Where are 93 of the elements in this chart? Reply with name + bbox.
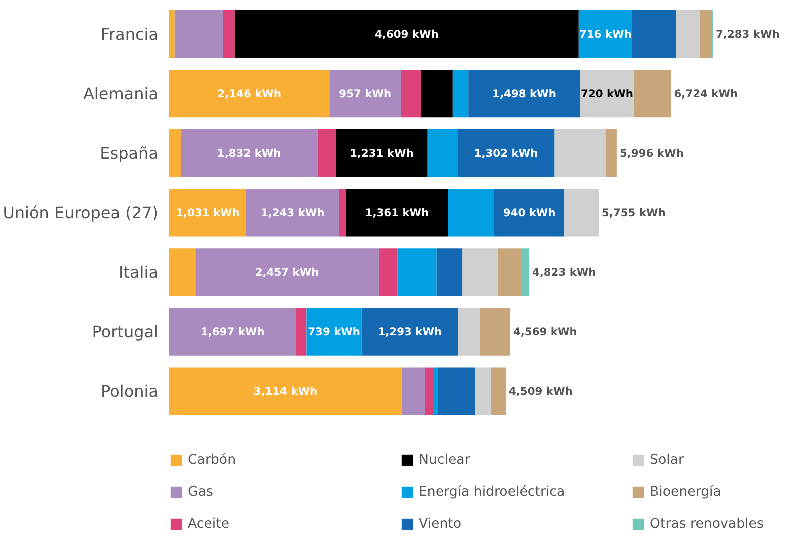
total-label: 4,823 kWh xyxy=(532,266,596,279)
data-label: 1,231 kWh xyxy=(350,146,414,160)
bar xyxy=(170,70,330,118)
y-tick-label: Francia xyxy=(100,24,158,44)
bar xyxy=(170,308,296,356)
data-label: 1,498 kWh xyxy=(492,87,556,100)
bar xyxy=(223,10,235,58)
bar xyxy=(401,70,422,118)
legend-label: Otras renovables xyxy=(650,516,765,534)
bar xyxy=(398,248,437,296)
legend-label: Aceite xyxy=(188,516,231,534)
bar xyxy=(494,189,565,237)
bar xyxy=(170,368,402,416)
total-label: 6,724 kWh xyxy=(674,87,738,100)
legend-label: Bioenergía xyxy=(650,484,722,502)
bar xyxy=(402,368,426,416)
bar xyxy=(196,248,379,296)
bar xyxy=(425,368,434,416)
data-label: 4,609 kWh xyxy=(374,28,439,41)
bar xyxy=(554,130,606,178)
bar xyxy=(318,130,336,178)
legend-label: Viento xyxy=(419,516,463,534)
bar xyxy=(458,308,480,356)
y-tick-label: Alemania xyxy=(83,84,158,104)
legend-label: Carbón xyxy=(188,452,238,470)
total-label: 7,283 kWh xyxy=(716,28,780,41)
data-label: 739 kWh xyxy=(308,326,361,339)
bar xyxy=(475,368,492,416)
data-label: 1,832 kWh xyxy=(217,146,282,160)
bar xyxy=(170,248,196,296)
bar xyxy=(491,368,506,416)
bar xyxy=(458,130,555,178)
bar xyxy=(306,308,362,356)
bar xyxy=(578,10,632,58)
bar xyxy=(498,248,522,296)
bar xyxy=(452,70,469,118)
bar xyxy=(676,10,700,58)
data-label: 957 kWh xyxy=(339,87,392,100)
y-tick-label: Portugal xyxy=(92,322,158,342)
bar xyxy=(378,248,398,296)
bar xyxy=(462,248,498,296)
data-label: 1,697 kWh xyxy=(200,326,265,339)
bar xyxy=(436,248,463,296)
data-label: 720 kWh xyxy=(581,87,634,100)
bar xyxy=(246,189,340,237)
bar xyxy=(480,308,510,356)
legend-label: Nuclear xyxy=(419,452,472,470)
data-label: 1,361 kWh xyxy=(365,206,430,220)
y-tick-label: Polonia xyxy=(101,382,159,402)
data-label: 716 kWh xyxy=(579,28,632,41)
legend-label: Solar xyxy=(650,452,685,470)
total-label: 5,996 kWh xyxy=(620,146,684,160)
bar xyxy=(170,189,246,237)
legend-label: Gas xyxy=(188,484,214,502)
data-label: 1,302 kWh xyxy=(474,146,538,160)
total-label: 4,569 kWh xyxy=(513,326,578,339)
bar xyxy=(632,10,676,58)
bar xyxy=(606,130,617,178)
data-label: 1,031 kWh xyxy=(176,206,240,220)
total-label: 4,509 kWh xyxy=(508,385,573,398)
data-label: 940 kWh xyxy=(503,206,556,220)
y-tick-label: Unión Europea (27) xyxy=(3,203,158,222)
bar xyxy=(468,70,580,118)
bar xyxy=(521,248,530,296)
bar xyxy=(339,189,346,237)
data-label: 2,146 kWh xyxy=(218,87,282,100)
bar xyxy=(180,130,318,178)
bar xyxy=(346,189,448,237)
bar xyxy=(564,189,599,237)
bar xyxy=(330,70,402,118)
bar xyxy=(336,130,428,178)
data-label: 1,243 kWh xyxy=(260,206,325,220)
bar xyxy=(174,10,224,58)
y-tick-label: Italia xyxy=(119,262,159,282)
y-tick-label: España xyxy=(100,144,159,163)
bar xyxy=(421,70,453,118)
bar xyxy=(428,130,458,178)
total-label: 5,755 kWh xyxy=(602,206,666,220)
bar xyxy=(448,189,494,237)
bar xyxy=(434,368,438,416)
bar xyxy=(234,10,579,58)
bar xyxy=(700,10,712,58)
bar xyxy=(438,368,476,416)
data-label: 1,293 kWh xyxy=(378,326,442,339)
data-label: 2,457 kWh xyxy=(255,266,320,279)
data-label: 3,114 kWh xyxy=(254,385,318,398)
bar xyxy=(170,10,175,58)
bar xyxy=(634,70,672,118)
bar xyxy=(362,308,458,356)
bar xyxy=(170,130,181,178)
legend-label: Energía hidroeléctrica xyxy=(419,484,566,502)
bar xyxy=(296,308,307,356)
bar xyxy=(580,70,634,118)
